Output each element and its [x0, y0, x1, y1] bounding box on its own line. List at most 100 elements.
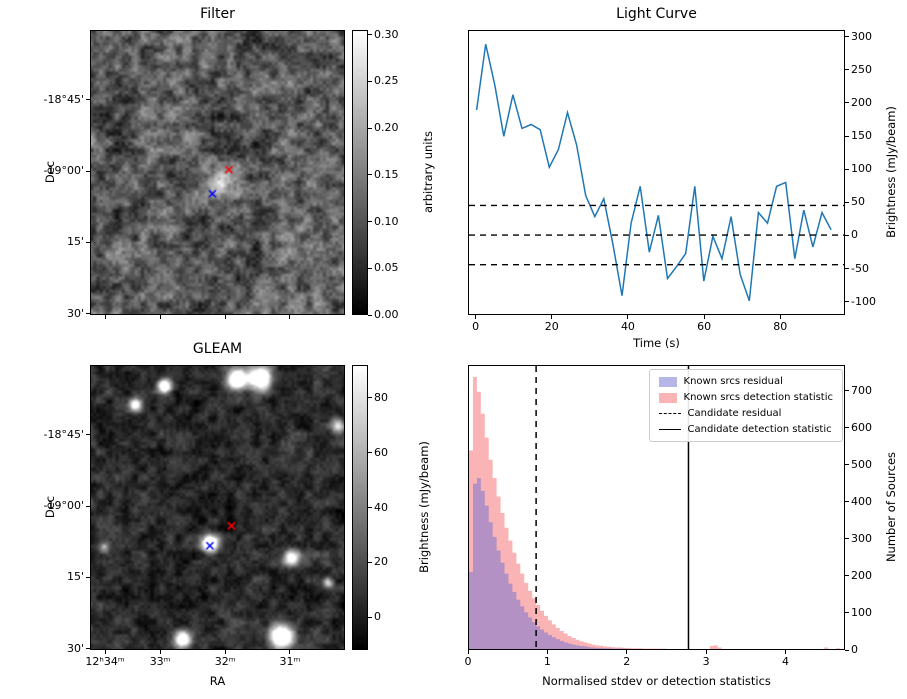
x-tick-label: 3 — [702, 655, 710, 668]
y-tick — [86, 648, 90, 650]
legend-line-swatch — [658, 413, 681, 414]
y-tick-label: 15' — [66, 570, 84, 584]
y-tick — [845, 538, 849, 540]
x-tick — [289, 315, 291, 319]
x-tick — [159, 650, 161, 654]
legend-patch-swatch — [658, 392, 677, 403]
y-tick — [86, 170, 90, 172]
legend-label: Known srcs detection statistic — [683, 392, 833, 403]
y-tick-label: 300 — [851, 29, 872, 43]
y-tick-label: 20 — [374, 555, 388, 569]
x-tick — [784, 650, 786, 654]
lightcurve-series — [475, 44, 832, 302]
x-tick-label: 12ʰ34ᵐ — [85, 655, 125, 668]
y-tick-label: 100 — [851, 605, 872, 619]
x-tick-label: 60 — [697, 320, 712, 333]
y-tick — [845, 69, 849, 71]
y-tick-label: 0 — [851, 228, 858, 242]
gleam-plot — [90, 365, 345, 650]
y-tick — [86, 99, 90, 101]
legend-item: Known srcs detection statistic — [658, 391, 833, 404]
x-tick — [627, 315, 629, 319]
y-tick — [845, 612, 849, 614]
x-tick — [779, 315, 781, 319]
x-tick — [626, 650, 628, 654]
histogram-series — [469, 478, 627, 649]
legend-line-swatch — [658, 429, 681, 430]
y-tick-label: 0.25 — [374, 74, 399, 88]
x-tick-label: 32ᵐ — [214, 655, 236, 668]
x-tick — [475, 315, 477, 319]
y-tick-label: 200 — [851, 95, 872, 109]
filter-colorbar — [352, 30, 368, 315]
x-tick — [703, 315, 705, 319]
x-tick-label: 31ᵐ — [279, 655, 301, 668]
histogram-xlabel: Normalised stdev or detection statistics — [542, 674, 771, 688]
y-tick-label: 600 — [851, 420, 872, 434]
x-tick — [289, 650, 291, 654]
y-tick — [845, 234, 849, 236]
y-tick — [845, 201, 849, 203]
y-tick-label: -18°45' — [43, 427, 85, 441]
legend-label: Candidate detection statistic — [687, 424, 832, 435]
gleam-title: GLEAM — [192, 341, 243, 357]
y-tick — [845, 575, 849, 577]
legend-item: Known srcs residual — [658, 375, 833, 388]
lightcurve-xlabel: Time (s) — [633, 336, 680, 350]
y-tick-label: -18°45' — [43, 92, 85, 106]
x-tick-label: 1 — [543, 655, 551, 668]
y-tick-label: 400 — [851, 494, 872, 508]
y-tick — [845, 649, 849, 651]
y-tick — [86, 505, 90, 507]
y-tick — [368, 314, 372, 316]
y-tick-label: 0.10 — [374, 214, 399, 228]
y-tick-label: 0.15 — [374, 167, 399, 181]
lightcurve-plot — [468, 30, 845, 315]
legend-patch-swatch — [658, 376, 677, 387]
legend-label: Known srcs residual — [683, 376, 783, 387]
y-tick — [86, 241, 90, 243]
x-tick-label: 40 — [620, 320, 635, 333]
y-tick — [845, 135, 849, 137]
y-tick-label: 40 — [374, 500, 388, 514]
lightcurve-title: Light Curve — [616, 6, 697, 22]
x-tick — [159, 315, 161, 319]
y-tick — [368, 174, 372, 176]
y-tick — [845, 501, 849, 503]
gleam-colorbar — [352, 365, 368, 650]
lightcurve-canvas — [469, 44, 844, 302]
x-tick-label: 33ᵐ — [149, 655, 171, 668]
x-tick — [705, 650, 707, 654]
y-tick — [368, 80, 372, 82]
legend-label: Candidate residual — [687, 408, 782, 419]
y-tick-label: 0 — [374, 610, 381, 624]
y-tick — [845, 464, 849, 466]
y-tick-label: 100 — [851, 162, 872, 176]
y-tick-label: 250 — [851, 62, 872, 76]
y-tick-label: 60 — [374, 445, 388, 459]
x-tick-label: 80 — [773, 320, 788, 333]
y-tick — [845, 102, 849, 104]
y-tick-label: 150 — [851, 129, 872, 143]
x-tick — [467, 650, 469, 654]
filter-image — [91, 31, 344, 314]
y-tick-label: -19°00' — [43, 164, 85, 178]
y-tick-label: 500 — [851, 457, 872, 471]
y-tick-label: 0.20 — [374, 121, 399, 135]
y-tick-label: 30' — [66, 306, 84, 320]
y-tick-label: 30' — [66, 641, 84, 655]
y-tick-label: 300 — [851, 531, 872, 545]
y-tick-label: 0.00 — [374, 308, 399, 321]
y-tick — [368, 507, 372, 508]
y-tick-label: 15' — [66, 235, 84, 249]
y-tick-label: 0 — [851, 643, 858, 656]
y-tick — [368, 397, 372, 399]
y-tick — [368, 127, 372, 129]
y-tick-label: 80 — [374, 390, 388, 404]
x-tick — [546, 650, 548, 654]
x-tick — [551, 315, 553, 319]
y-tick-label: -100 — [851, 294, 876, 308]
y-tick — [845, 301, 849, 303]
x-tick — [224, 650, 226, 654]
y-tick — [845, 390, 849, 392]
